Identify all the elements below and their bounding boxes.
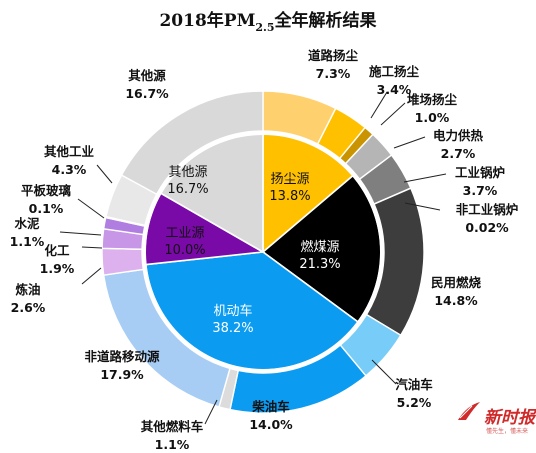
inner-pie-border xyxy=(144,133,382,371)
inner-slice-name: 其他源 xyxy=(168,165,207,180)
outer-slice-percent: 1.1% xyxy=(10,234,45,249)
outer-slice-label: 民用燃烧 14.8% xyxy=(431,275,482,308)
chart-title-main: 2018年PM xyxy=(159,10,255,31)
outer-slice xyxy=(120,90,264,196)
inner-slice-label: 机动车 38.2% xyxy=(212,303,253,336)
outer-slice-percent: 2.6% xyxy=(11,300,46,315)
outer-slice-label: 平板玻璃 0.1% xyxy=(21,183,72,216)
inner-slice-name: 扬尘源 xyxy=(270,172,309,187)
outer-slice-name: 柴油车 xyxy=(251,399,290,414)
outer-slice-label: 其他源 16.7% xyxy=(125,68,169,101)
outer-slice-percent: 0.1% xyxy=(29,201,64,216)
outer-slice-percent: 16.7% xyxy=(125,86,169,101)
outer-slice-name: 工业锅炉 xyxy=(455,165,505,180)
outer-slice-name: 非工业锅炉 xyxy=(456,202,519,217)
outer-slice-percent: 7.3% xyxy=(316,66,351,81)
outer-slice-label: 汽油车 5.2% xyxy=(395,377,433,410)
leader-line xyxy=(59,231,102,236)
leader-line xyxy=(96,164,113,184)
inner-pie xyxy=(144,133,382,371)
feather-icon xyxy=(458,402,480,420)
outer-slice-label: 炼油 2.6% xyxy=(11,282,46,315)
outer-slice-name: 汽油车 xyxy=(395,377,433,392)
outer-slice-label: 水泥 1.1% xyxy=(10,216,45,249)
outer-slice-percent: 1.1% xyxy=(155,437,190,452)
chart-title: 2018年PM2.5全年解析结果 xyxy=(159,10,376,34)
outer-slice-label: 工业锅炉 3.7% xyxy=(455,165,505,198)
outer-slice-name: 水泥 xyxy=(14,216,40,231)
inner-slice-label: 其他源 16.7% xyxy=(167,165,208,197)
leader-line xyxy=(404,202,441,211)
inner-slice-percent: 13.8% xyxy=(269,189,310,204)
outer-slice-percent: 3.4% xyxy=(377,82,412,97)
inner-slice-name: 燃煤源 xyxy=(300,239,339,255)
outer-slice-percent: 4.3% xyxy=(52,162,87,177)
inner-slice-percent: 16.7% xyxy=(167,182,208,197)
chart-title-suffix: 全年解析结果 xyxy=(274,10,377,31)
outer-slice-label: 其他燃料车 1.1% xyxy=(141,419,204,452)
leader-line xyxy=(403,173,447,183)
leader-line xyxy=(81,267,102,285)
outer-slice-name: 民用燃烧 xyxy=(431,275,482,290)
outer-slice-label: 非工业锅炉 0.02% xyxy=(456,202,519,235)
leader-lines xyxy=(59,91,447,425)
chart-title-subscript: 2.5 xyxy=(255,21,274,34)
outer-slice-percent: 2.7% xyxy=(441,146,476,161)
outer-slice-name: 其他工业 xyxy=(44,144,95,159)
inner-slice-name: 机动车 xyxy=(213,303,252,319)
outer-labels: 道路扬尘 7.3% 施工扬尘 3.4%堆场扬尘 1.0% 电力供热 2.7% 工业锅炉 3.7%… xyxy=(10,48,519,452)
inner-slice-label: 燃煤源 21.3% xyxy=(299,239,340,272)
outer-slice-percent: 17.9% xyxy=(100,367,144,382)
outer-slice-label: 柴油车 14.0% xyxy=(249,399,293,432)
outer-slice-name: 施工扬尘 xyxy=(369,64,420,79)
watermark-tagline: 懂先生，懂未来 xyxy=(486,427,528,435)
leader-line xyxy=(370,91,388,119)
outer-slice-label: 化工 1.9% xyxy=(40,243,75,276)
outer-slice-percent: 1.9% xyxy=(40,261,75,276)
outer-ring xyxy=(101,90,425,414)
leader-line xyxy=(393,136,426,149)
outer-slice-name: 炼油 xyxy=(15,282,40,297)
outer-slice-name: 道路扬尘 xyxy=(308,48,359,63)
inner-slice-label: 扬尘源 13.8% xyxy=(269,172,310,204)
leader-line xyxy=(371,359,397,385)
outer-slice-label: 道路扬尘 7.3% xyxy=(308,48,359,81)
inner-slice-name: 工业源 xyxy=(165,226,204,241)
outer-slice-percent: 0.02% xyxy=(465,220,509,235)
inner-slice-percent: 38.2% xyxy=(212,321,253,336)
outer-slice-label: 施工扬尘 3.4% xyxy=(369,64,420,97)
leader-line xyxy=(380,102,406,126)
outer-slice-percent: 1.0% xyxy=(415,110,450,125)
outer-slice-name: 平板玻璃 xyxy=(21,183,72,198)
outer-slice-percent: 3.7% xyxy=(463,183,498,198)
inner-slice-percent: 10.0% xyxy=(164,243,205,258)
outer-slice-percent: 14.8% xyxy=(434,293,478,308)
leader-line xyxy=(77,198,105,219)
outer-slice-label: 堆场扬尘 1.0% xyxy=(407,92,458,125)
inner-slice-label: 工业源 10.0% xyxy=(164,226,205,258)
outer-slice-label: 非道路移动源 17.9% xyxy=(84,349,160,382)
outer-slice-label: 电力供热 2.7% xyxy=(433,128,484,161)
outer-slice-name: 堆场扬尘 xyxy=(407,92,458,107)
leader-line xyxy=(204,399,218,425)
outer-slice-name: 化工 xyxy=(44,243,70,258)
leader-line xyxy=(81,246,103,249)
outer-slice-label: 其他工业 4.3% xyxy=(44,144,95,177)
outer-slice-percent: 5.2% xyxy=(397,395,432,410)
outer-slice-percent: 14.0% xyxy=(249,417,293,432)
watermark-logo: 新时报 懂先生，懂未来 xyxy=(458,402,536,435)
outer-slice-name: 其他燃料车 xyxy=(141,419,204,434)
outer-slice-name: 电力供热 xyxy=(433,128,484,143)
inner-slice-percent: 21.3% xyxy=(299,257,340,272)
outer-slice-name: 非道路移动源 xyxy=(84,349,160,364)
outer-slice-name: 其他源 xyxy=(128,68,166,83)
inner-labels: 扬尘源 13.8% 燃煤源 21.3% 机动车 38.2% 工业源 10.0% 其他源 16.7% xyxy=(164,165,340,336)
watermark-text: 新时报 xyxy=(484,408,536,428)
